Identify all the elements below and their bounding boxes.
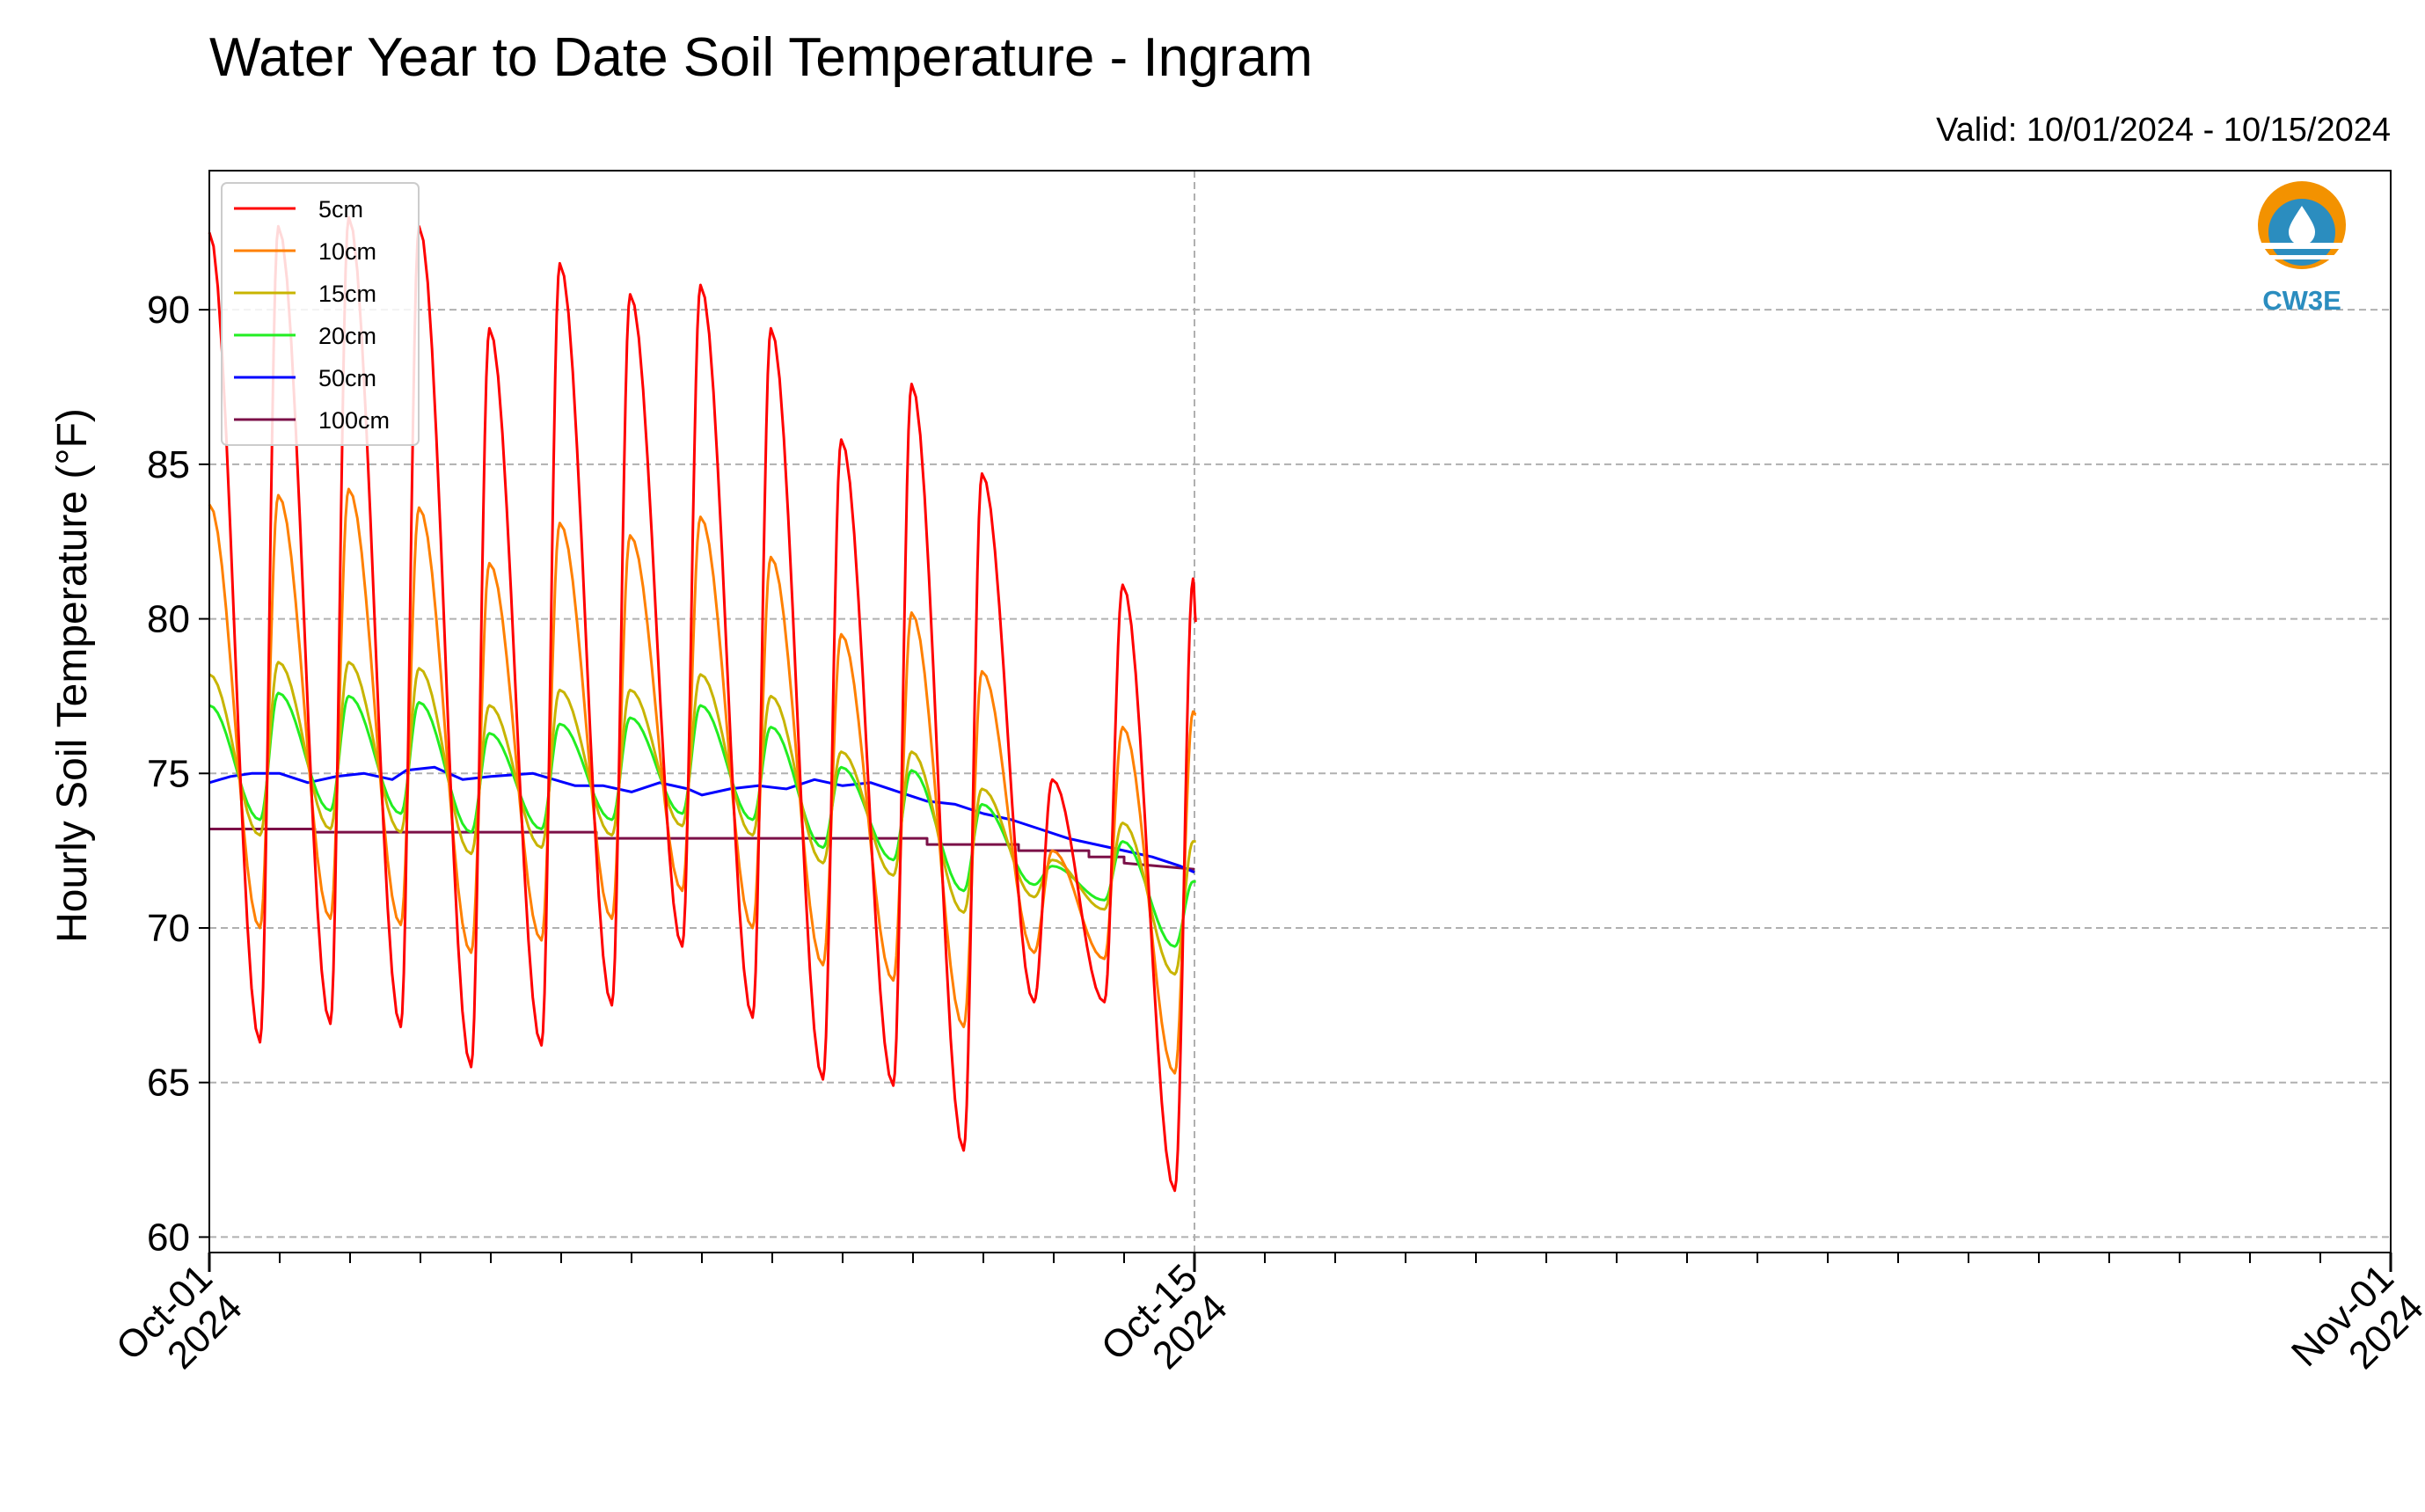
series-line-10cm [208, 487, 1197, 1075]
legend-label-5cm: 5cm [318, 196, 363, 223]
logo-wave-icon-lower [2258, 255, 2346, 259]
y-axis-label: Hourly Soil Temperature (°F) [49, 408, 96, 943]
chart-subtitle: Valid: 10/01/2024 - 10/15/2024 [1936, 112, 2391, 149]
chart-title: Water Year to Date Soil Temperature - In… [209, 27, 1312, 88]
y-tick-label-75: 75 [147, 752, 190, 795]
y-tick-label-60: 60 [147, 1216, 190, 1259]
series-lines [208, 215, 1198, 1193]
logo-wave-icon [2258, 243, 2346, 249]
series-line-5cm [208, 215, 1198, 1193]
logo-droplet-icon [2289, 206, 2315, 245]
legend-label-10cm: 10cm [318, 238, 376, 265]
legend-label-50cm: 50cm [318, 365, 376, 391]
legend: 5cm 10cm 15cm 20cm 50cm 100cm [221, 182, 420, 446]
y-tick-label-90: 90 [147, 289, 190, 332]
y-tick-label-65: 65 [147, 1062, 190, 1105]
series-line-20cm [208, 691, 1197, 948]
plot-frame [208, 170, 2392, 1253]
y-tick-label-85: 85 [147, 443, 190, 486]
y-tick-label-70: 70 [147, 907, 190, 950]
series-line-50cm [208, 765, 1195, 874]
y-axis-ticks: 60 65 70 75 80 85 90 [147, 289, 209, 1259]
legend-label-20cm: 20cm [318, 323, 376, 349]
series-line-15cm [208, 661, 1197, 976]
legend-label-100cm: 100cm [318, 407, 390, 434]
cw3e-logo: CW3E [2258, 181, 2346, 316]
y-tick-label-80: 80 [147, 598, 190, 641]
grid-lines [209, 171, 2391, 1253]
logo-label: CW3E [2262, 285, 2341, 316]
legend-label-15cm: 15cm [318, 281, 376, 307]
